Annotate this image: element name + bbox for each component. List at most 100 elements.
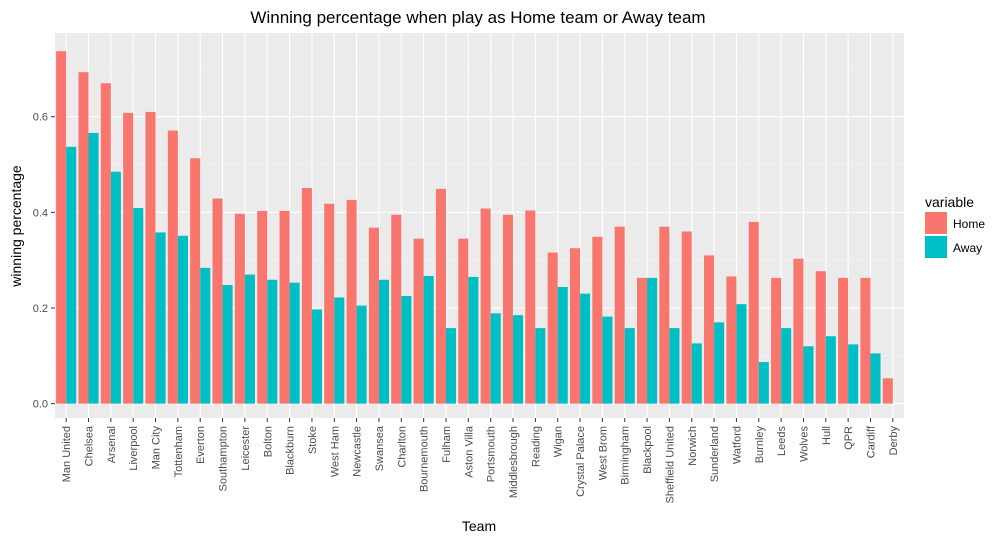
bar-home-leeds xyxy=(771,277,782,404)
x-tick-label: Burnley xyxy=(754,426,766,464)
x-tick-label: Everton xyxy=(195,426,207,464)
bar-home-norwich xyxy=(681,231,692,404)
x-tick-label: Leeds xyxy=(776,426,788,456)
bar-away-west-brom xyxy=(602,316,613,404)
x-tick-label: Blackburn xyxy=(285,426,297,475)
bar-away-norwich xyxy=(691,343,702,404)
legend-title: variable xyxy=(925,194,974,210)
x-tick-label: Reading xyxy=(530,426,542,467)
x-axis-ticks: Man United Chelsea Arsenal Liverpool Man Cit… xyxy=(61,418,900,503)
bar-home-charlton xyxy=(391,214,402,404)
bar-home-southampton xyxy=(212,198,223,404)
bar-away-fulham xyxy=(445,328,457,404)
y-tick-label: 0.4 xyxy=(33,207,48,219)
bar-home-qpr xyxy=(838,277,849,404)
bar-home-stoke xyxy=(301,187,312,404)
x-tick-label: Stoke xyxy=(307,426,319,454)
x-tick-label: Liverpool xyxy=(128,426,140,471)
x-tick-label: Chelsea xyxy=(84,425,96,466)
x-tick-label: Fulham xyxy=(441,426,453,463)
x-tick-label: Swansea xyxy=(374,425,386,471)
bar-home-burnley xyxy=(748,221,759,404)
x-tick-label: Man United xyxy=(61,426,73,482)
y-axis-title: winning percentage xyxy=(8,165,24,288)
bar-home-bolton xyxy=(257,210,268,404)
bar-away-crystal-palace xyxy=(580,293,591,404)
chart-title: Winning percentage when play as Home tea… xyxy=(250,8,705,27)
legend: variable Home Away xyxy=(925,194,985,258)
bar-away-man-city xyxy=(155,232,166,404)
bar-away-blackburn xyxy=(289,282,300,404)
bar-home-crystal-palace xyxy=(569,248,581,404)
x-tick-label: Crystal Palace xyxy=(575,426,587,497)
bar-away-leicester xyxy=(244,274,255,404)
bar-away-portsmouth xyxy=(490,313,501,404)
x-tick-label: Birmingham xyxy=(620,426,632,485)
y-tick-label: 0.6 xyxy=(33,112,48,124)
bar-away-everton xyxy=(200,267,211,404)
bar-away-sheffield-united xyxy=(669,328,680,404)
bar-home-derby xyxy=(882,378,893,404)
bar-away-bolton xyxy=(267,279,278,404)
bar-home-blackpool xyxy=(637,277,648,404)
x-tick-label: Bolton xyxy=(262,426,274,457)
x-tick-label: Wigan xyxy=(553,426,565,457)
bar-home-portsmouth xyxy=(480,208,491,404)
bar-away-southampton xyxy=(222,285,233,404)
bar-away-reading xyxy=(535,328,546,404)
bar-home-blackburn xyxy=(279,210,290,404)
bar-away-blackpool xyxy=(647,277,658,404)
x-tick-label: QPR xyxy=(843,426,855,450)
bars xyxy=(56,51,893,404)
x-tick-label: Newcastle xyxy=(352,426,364,477)
y-axis-ticks: 0.0 0.2 0.4 0.6 xyxy=(33,112,55,411)
bar-home-watford xyxy=(726,276,737,404)
bar-away-burnley xyxy=(758,362,769,404)
legend-label-home: Home xyxy=(953,217,985,231)
bar-away-cardiff xyxy=(870,353,881,404)
bar-home-reading xyxy=(525,210,536,404)
bar-home-aston-villa xyxy=(458,238,469,404)
x-tick-label: Derby xyxy=(888,426,900,456)
x-axis-title: Team xyxy=(462,518,496,534)
bar-away-wolves xyxy=(803,346,814,404)
bar-home-birmingham xyxy=(614,226,625,404)
bar-away-qpr xyxy=(848,344,859,404)
bar-away-leeds xyxy=(781,328,792,404)
bar-home-wolves xyxy=(793,258,804,404)
bar-away-aston-villa xyxy=(468,276,479,404)
bar-away-birmingham xyxy=(624,328,635,404)
bar-home-man-united xyxy=(56,51,67,404)
x-tick-label: Middlesbrough xyxy=(508,426,520,498)
bar-away-middlesbrough xyxy=(513,315,524,404)
x-tick-label: Cardiff xyxy=(865,425,877,458)
bar-home-liverpool xyxy=(123,112,134,404)
x-tick-label: Watford xyxy=(731,426,743,464)
bar-away-newcastle xyxy=(356,305,367,404)
bar-home-sheffield-united xyxy=(659,226,670,404)
bar-home-hull xyxy=(815,271,826,404)
x-tick-label: Arsenal xyxy=(106,426,118,463)
bar-away-liverpool xyxy=(133,208,144,404)
bar-home-chelsea xyxy=(78,72,89,404)
bar-away-swansea xyxy=(378,279,390,404)
legend-key-home xyxy=(925,212,947,234)
x-tick-label: Portsmouth xyxy=(486,426,498,482)
bar-away-watford xyxy=(736,304,747,404)
y-tick-label: 0.0 xyxy=(33,399,48,411)
x-tick-label: Blackpool xyxy=(642,426,654,474)
bar-away-stoke xyxy=(311,309,322,404)
bar-home-bournemouth xyxy=(413,238,424,404)
y-tick-label: 0.2 xyxy=(33,303,48,315)
bar-away-tottenham xyxy=(177,235,188,404)
bar-away-west-ham xyxy=(334,297,345,404)
bar-home-newcastle xyxy=(346,199,357,404)
x-tick-label: Sunderland xyxy=(709,426,721,482)
bar-away-wigan xyxy=(557,286,568,404)
x-tick-label: West Ham xyxy=(329,426,341,477)
bar-home-tottenham xyxy=(167,130,178,404)
bar-away-sunderland xyxy=(714,322,725,404)
bar-away-hull xyxy=(825,336,836,404)
bar-home-wigan xyxy=(547,252,558,404)
